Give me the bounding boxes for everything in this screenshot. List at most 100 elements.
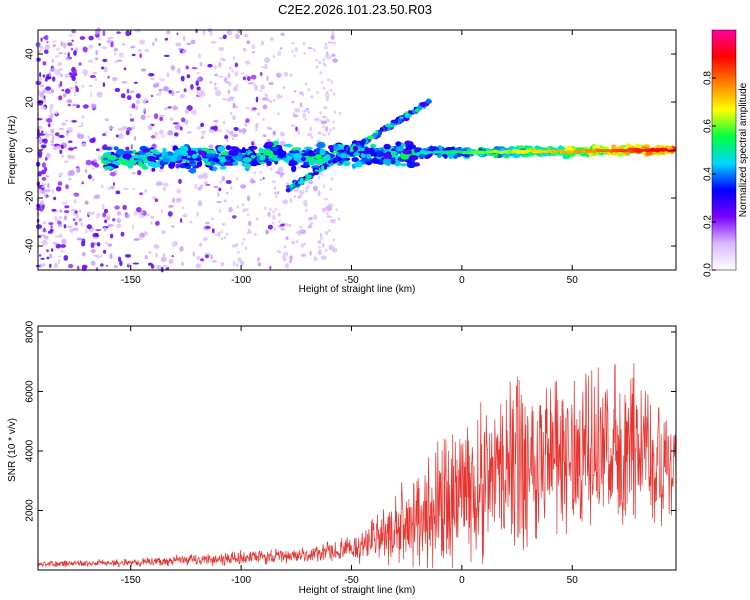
spectrogram-noise-blob <box>45 131 48 138</box>
spectrogram-core-blob <box>463 151 472 155</box>
spectrogram-noise-blob <box>63 224 67 229</box>
spectrogram-noise-blob <box>51 67 55 72</box>
spectrogram-noise-blob <box>268 82 274 86</box>
spectrogram-noise-blob <box>220 261 224 267</box>
spectrogram-noise-blob <box>271 214 276 221</box>
spectrogram-noise-blob <box>45 76 52 80</box>
spectrogram-noise-blob <box>44 49 49 54</box>
spectrogram-noise-blob <box>260 40 264 46</box>
spectrogram-noise-blob <box>57 259 61 265</box>
spectrogram-noise-blob <box>88 44 94 49</box>
spectrogram-noise-blob <box>241 241 244 245</box>
spectrogram-noise-blob <box>92 211 95 216</box>
spectrogram-noise-blob <box>69 86 75 90</box>
spectrogram-noise-blob <box>48 123 51 128</box>
spectrogram-noise-blob <box>67 42 73 46</box>
spectrogram-noise-blob <box>324 248 328 252</box>
spectrogram-trail-blob <box>405 158 412 163</box>
snr-x-label: Height of straight line (km) <box>299 585 416 596</box>
spectrogram-noise-blob <box>43 235 49 240</box>
spectrogram-noise-blob <box>59 80 63 87</box>
spectrogram-noise-blob <box>208 103 211 108</box>
spectrogram-noise-blob <box>119 260 123 267</box>
spectrogram-noise-blob <box>82 46 88 53</box>
spectrogram-noise-blob <box>88 84 93 88</box>
colorbar-gradient <box>711 29 737 271</box>
spectrogram-noise-blob <box>304 82 308 86</box>
spectrogram-noise-blob <box>258 89 263 92</box>
spectrogram-noise-blob <box>78 210 82 212</box>
spectrogram-trail-blob <box>360 152 366 158</box>
spectrogram-noise-blob <box>282 251 289 258</box>
spectrogram-noise-blob <box>221 57 225 62</box>
spectrogram-noise-blob <box>167 211 173 217</box>
spectrogram-noise-blob <box>309 126 312 132</box>
spectrogram-noise-blob <box>194 183 198 190</box>
spectrogram-trail-blob <box>221 151 229 156</box>
spectrogram-branch-blob <box>360 141 365 146</box>
spectrogram-trail-blob <box>232 161 239 166</box>
spectrogram-noise-blob <box>126 127 132 131</box>
spectrogram-noise-blob <box>217 192 220 198</box>
spectrogram-noise-blob <box>38 254 42 257</box>
spectrogram-trail-blob <box>300 156 307 162</box>
spectrogram-noise-blob <box>211 217 214 221</box>
spectrogram-noise-blob <box>124 213 130 219</box>
spectrogram-noise-blob <box>38 153 42 159</box>
spectrogram-noise-blob <box>325 90 329 94</box>
spectrogram-noise-blob <box>101 203 105 210</box>
spectrogram-noise-blob <box>94 77 97 82</box>
spectrogram-noise-blob <box>125 130 130 136</box>
spectrogram-noise-blob <box>276 72 282 78</box>
spectrogram-noise-blob <box>196 255 201 260</box>
spectrogram-noise-blob <box>87 174 92 180</box>
spectrogram-noise-blob <box>257 112 261 116</box>
spectrogram-noise-blob <box>322 116 327 119</box>
spectrogram-noise-blob <box>313 256 318 262</box>
spectrogram-noise-blob <box>330 176 333 181</box>
spectrogram-noise-blob <box>38 133 46 136</box>
spectrogram-noise-blob <box>133 210 138 216</box>
spectrogram-noise-blob <box>70 72 78 77</box>
spectrogram-noise-blob <box>122 204 127 210</box>
spectrogram-noise-blob <box>312 185 318 192</box>
spectrogram-trail-blob <box>248 145 258 150</box>
spectrogram-noise-blob <box>96 242 101 247</box>
spectrogram-trail-blob <box>113 146 119 151</box>
spectrogram-trail-blob <box>249 152 258 157</box>
spectrogram-noise-blob <box>225 81 232 84</box>
spectrogram-noise-blob <box>148 72 155 77</box>
spectrogram-trail-blob <box>200 147 209 151</box>
spectrogram-noise-blob <box>123 187 129 191</box>
spectrogram-trail-blob <box>406 161 416 169</box>
spectrogram-noise-blob <box>257 257 260 262</box>
spectrogram-noise-blob <box>87 59 94 63</box>
spectrogram-noise-blob <box>217 231 221 237</box>
spectrogram-noise-blob <box>71 120 77 123</box>
spectrogram-noise-blob <box>234 62 239 68</box>
spectrogram-noise-blob <box>325 232 328 236</box>
spectrogram-noise-blob <box>237 256 242 263</box>
spectrogram-noise-blob <box>228 130 235 135</box>
spectrogram-noise-blob <box>250 74 257 80</box>
spectrogram-noise-blob <box>199 62 203 67</box>
spectrogram-noise-blob <box>37 137 43 144</box>
spectrogram-noise-blob <box>255 217 259 221</box>
spectrogram-noise-blob <box>66 99 72 104</box>
spectrogram-noise-blob <box>39 84 45 87</box>
spectrogram-trail-blob <box>137 161 144 167</box>
spectrogram-noise-blob <box>248 228 251 232</box>
spectrogram-noise-blob <box>245 74 248 78</box>
spectrogram-x-tick-label: -50 <box>344 275 359 286</box>
spectrogram-noise-blob <box>227 89 231 94</box>
spectrogram-noise-blob <box>181 117 186 123</box>
spectrogram-noise-blob <box>274 194 278 199</box>
spectrogram-noise-blob <box>244 48 247 52</box>
spectrogram-noise-blob <box>50 128 55 134</box>
spectrogram-noise-blob <box>304 203 308 207</box>
spectrogram-noise-blob <box>264 63 268 67</box>
spectrogram-noise-blob <box>133 135 137 141</box>
spectrogram-noise-blob <box>266 75 269 82</box>
spectrogram-core-blob <box>566 150 572 154</box>
spectrogram-noise-blob <box>195 28 198 33</box>
